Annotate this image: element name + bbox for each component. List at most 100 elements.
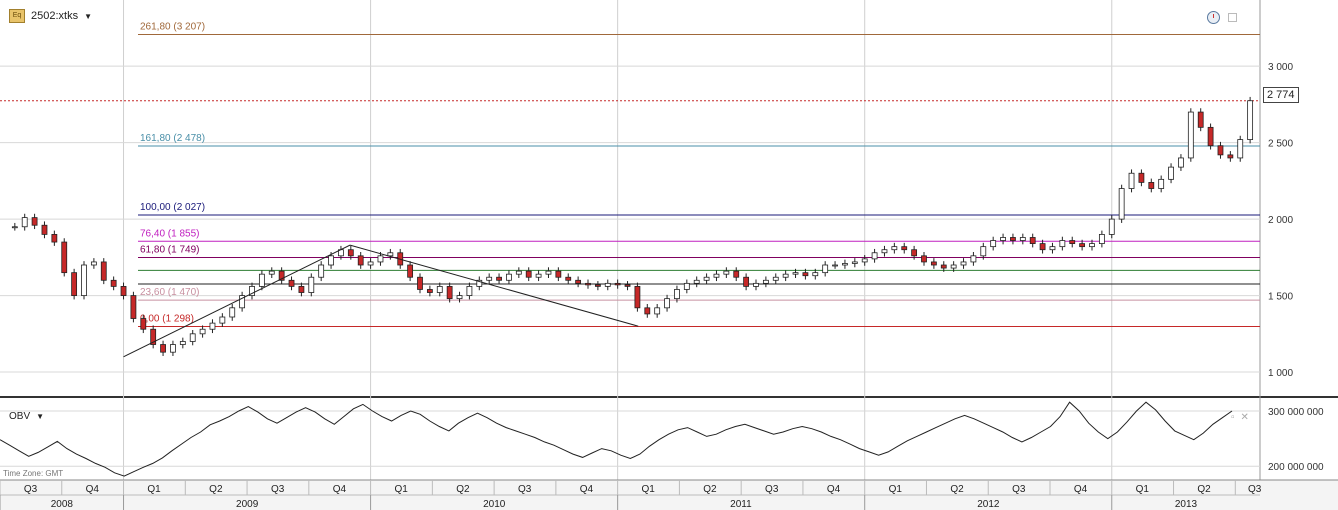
candle-body: [743, 276, 750, 287]
candle-body: [1089, 243, 1095, 248]
candle-body: [1118, 188, 1125, 220]
candle-body: [703, 276, 710, 281]
clock-icon[interactable]: [1207, 11, 1220, 24]
candle-body: [278, 270, 285, 281]
candle-body: [367, 261, 374, 266]
quarter-label: Q2: [703, 484, 717, 495]
year-label: 2013: [1175, 499, 1198, 510]
candle-body: [851, 261, 858, 264]
symbol-header[interactable]: Eq 2502:xtks ▼: [9, 9, 92, 23]
quarter-label: Q4: [86, 484, 100, 495]
candle-body: [1158, 178, 1165, 189]
candle-body: [21, 217, 28, 228]
quarter-label: Q4: [580, 484, 594, 495]
candle-body: [1000, 237, 1006, 241]
candle-body: [614, 282, 621, 286]
fib-level-label: 61,80 (1 749): [140, 245, 200, 256]
quarter-label: Q3: [271, 484, 285, 495]
candle-body: [466, 286, 473, 296]
candle-body: [229, 307, 236, 318]
fib-level-label: 76,40 (1 855): [140, 228, 200, 239]
quarter-label: Q3: [1012, 484, 1026, 495]
candle-body: [61, 241, 68, 274]
quarter-label: Q3: [24, 484, 38, 495]
year-label: 2011: [730, 499, 752, 510]
candle-body: [1168, 166, 1174, 180]
candle-body: [723, 270, 730, 275]
candle-body: [298, 286, 305, 293]
candle-body: [347, 249, 354, 257]
candle-body: [1010, 237, 1016, 241]
candle-body: [209, 322, 216, 330]
obv-label[interactable]: OBV: [9, 411, 31, 422]
candle-body: [940, 264, 947, 269]
candle-body: [674, 289, 680, 300]
candle-body: [1059, 240, 1066, 248]
candle-body: [861, 258, 868, 263]
candle-body: [219, 316, 226, 324]
candle-body: [100, 261, 107, 281]
candle-body: [772, 276, 779, 281]
timezone-label: Time Zone: GMT: [3, 469, 64, 478]
chevron-down-icon[interactable]: ▼: [36, 412, 45, 421]
candle-body: [288, 279, 295, 287]
restore-icon[interactable]: ▫: [1231, 412, 1235, 423]
equity-icon: Eq: [9, 9, 25, 23]
candle-body: [950, 264, 957, 269]
quarter-label: Q1: [642, 484, 656, 495]
fib-level-label: 0,00 (1 298): [140, 313, 194, 324]
candle-body: [1079, 243, 1086, 248]
candle-body: [555, 270, 562, 278]
candle-body: [189, 333, 196, 342]
candle-body: [565, 276, 572, 281]
candle-body: [980, 246, 987, 257]
candle-body: [1197, 111, 1204, 128]
candle-body: [871, 252, 878, 260]
chart-toolbar: [1207, 11, 1237, 24]
restore-icon[interactable]: [1228, 13, 1237, 22]
candle-body: [545, 270, 552, 275]
candle-body: [120, 286, 127, 296]
obv-header[interactable]: OBV ▼: [9, 411, 44, 422]
candle-body: [436, 286, 443, 293]
candle-body: [802, 272, 809, 277]
candle-body: [1128, 172, 1135, 189]
candle-body: [1029, 237, 1036, 244]
symbol-label[interactable]: 2502:xtks: [31, 10, 79, 22]
candle-body: [387, 252, 394, 257]
candle-body: [199, 328, 206, 335]
candle-body: [357, 255, 364, 266]
candle-body: [762, 279, 769, 284]
candle-body: [11, 226, 18, 229]
candle-body: [782, 273, 789, 278]
candle-body: [891, 246, 898, 251]
candle-body: [575, 279, 582, 284]
candle-body: [921, 255, 927, 263]
fib-level-label: 100,00 (2 027): [140, 202, 205, 213]
quarter-label: Q3: [518, 484, 532, 495]
candle-body: [1247, 100, 1254, 140]
candle-body: [506, 273, 512, 281]
quarter-label: Q1: [889, 484, 903, 495]
year-label: 2008: [51, 499, 74, 510]
candle-body: [683, 282, 690, 290]
candle-body: [1178, 157, 1184, 168]
fib-level-label: 23,60 (1 470): [140, 287, 200, 298]
candle-body: [268, 270, 275, 275]
price-tick-label: 1 000: [1268, 368, 1293, 379]
candle-body: [911, 249, 918, 257]
close-icon[interactable]: ✕: [1240, 412, 1249, 423]
candle-body: [51, 234, 58, 243]
obv-series-line: [0, 401, 1233, 477]
quarter-label: Q4: [827, 484, 841, 495]
candle-body: [239, 295, 246, 309]
candle-body: [1148, 182, 1155, 189]
candle-body: [693, 279, 700, 284]
chevron-down-icon[interactable]: ▼: [84, 11, 93, 21]
candle-body: [308, 276, 315, 293]
quarter-label: Q1: [147, 484, 161, 495]
candle-body: [990, 240, 997, 248]
obv-pane-icons: ▫ ✕: [1231, 412, 1249, 423]
candle-body: [960, 261, 967, 266]
